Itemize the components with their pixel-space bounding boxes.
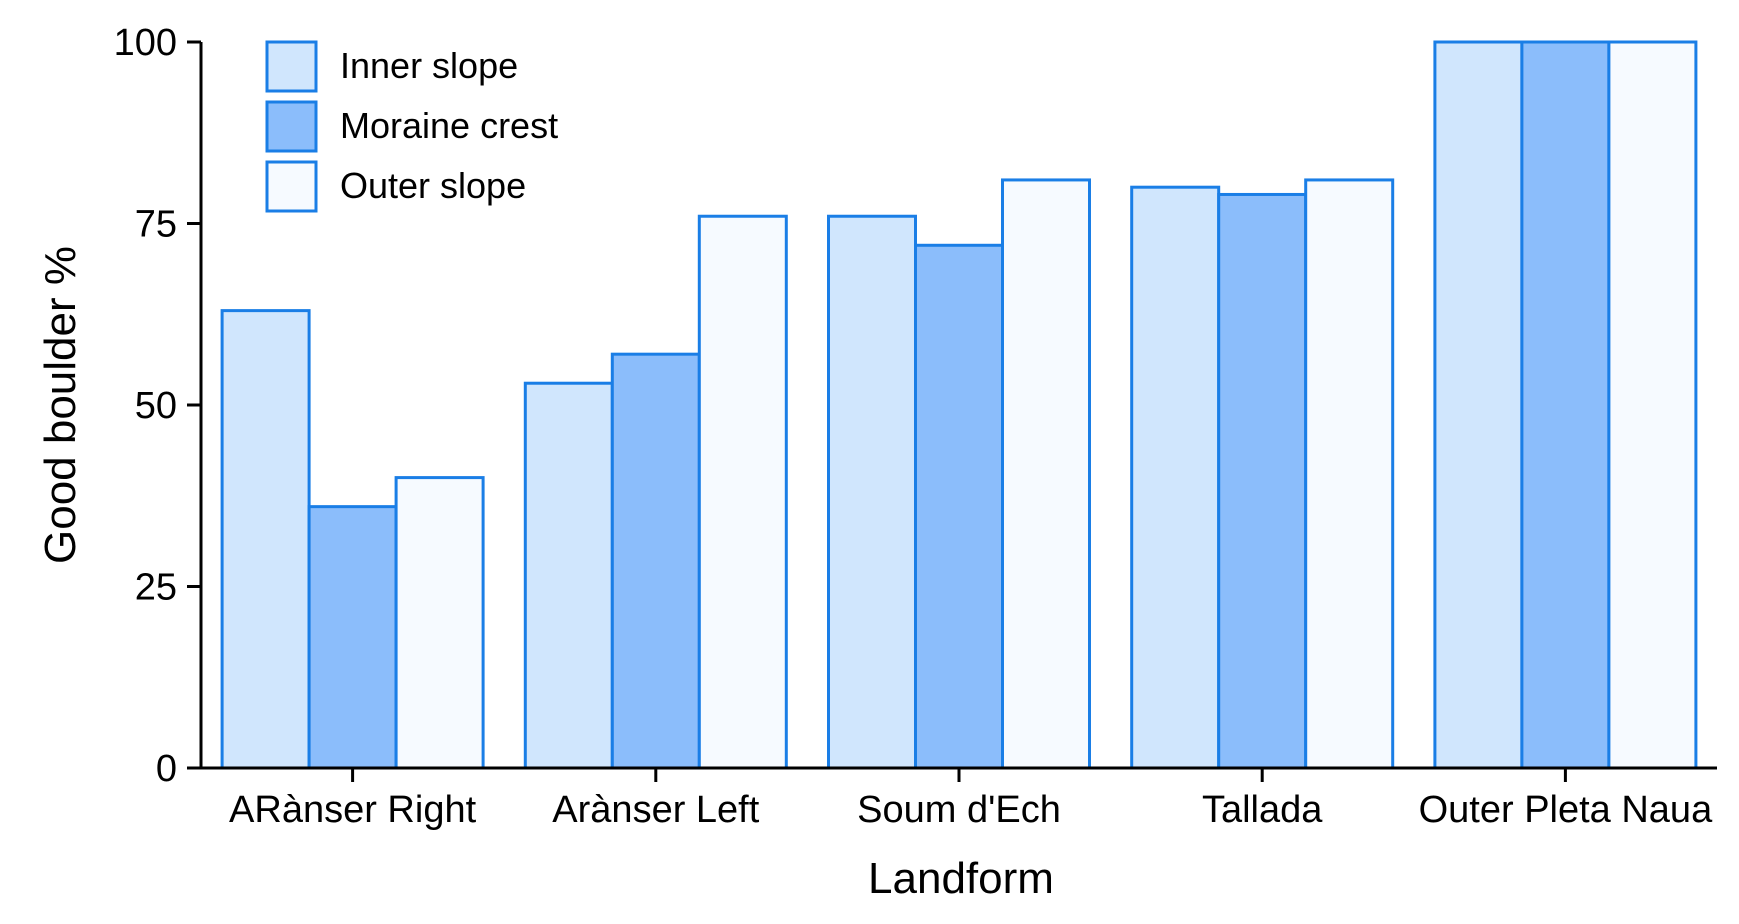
y-tick-label: 0 — [156, 748, 177, 790]
x-tick-label: Tallada — [1202, 789, 1323, 831]
x-tick-label: Outer Pleta Naua — [1419, 789, 1713, 831]
y-tick-label: 25 — [135, 567, 177, 609]
bar-moraine-crest-0 — [307, 505, 398, 770]
bar-inner-slope-0 — [220, 309, 311, 770]
bar-moraine-crest-4 — [1520, 40, 1611, 770]
y-ticks: 0 25 50 75 100 — [114, 22, 201, 790]
bar-inner-slope-3 — [1130, 185, 1221, 770]
bar-outer-slope-3 — [1304, 178, 1395, 770]
axes-layer: 0 25 50 75 100 ARànser Right Arànser Left Soum… — [114, 22, 1717, 831]
legend-swatch — [265, 40, 318, 93]
bar-moraine-crest-3 — [1217, 192, 1308, 770]
bar-inner-slope-1 — [523, 381, 614, 770]
bar-inner-slope-4 — [1433, 40, 1524, 770]
y-tick-label: 75 — [135, 204, 177, 246]
x-axis-title: Landform — [868, 854, 1054, 903]
bar-outer-slope-4 — [1607, 40, 1698, 770]
bar-moraine-crest-1 — [610, 352, 701, 770]
legend-label: Moraine crest — [340, 105, 558, 146]
x-tick-label: Soum d'Ech — [857, 789, 1061, 831]
bars-layer — [220, 40, 1698, 770]
legend-swatch — [265, 100, 318, 153]
legend: Inner slope Moraine crest Outer slope — [265, 40, 558, 213]
legend-label: Outer slope — [340, 165, 526, 206]
legend-label: Inner slope — [340, 45, 518, 86]
bar-outer-slope-0 — [394, 476, 485, 770]
bar-moraine-crest-2 — [914, 243, 1004, 770]
y-tick-label: 50 — [135, 385, 177, 427]
x-tick-label: ARànser Right — [229, 789, 477, 831]
bar-inner-slope-2 — [827, 214, 917, 770]
x-tick-label: Arànser Left — [552, 789, 759, 831]
bar-outer-slope-2 — [1001, 178, 1091, 770]
bar-outer-slope-1 — [697, 214, 788, 770]
y-axis-title: Good boulder % — [36, 246, 85, 564]
x-ticks: ARànser Right Arànser Left Soum d'Ech Talla… — [229, 768, 1713, 831]
y-tick-label: 100 — [114, 22, 177, 64]
legend-swatch — [265, 160, 318, 213]
